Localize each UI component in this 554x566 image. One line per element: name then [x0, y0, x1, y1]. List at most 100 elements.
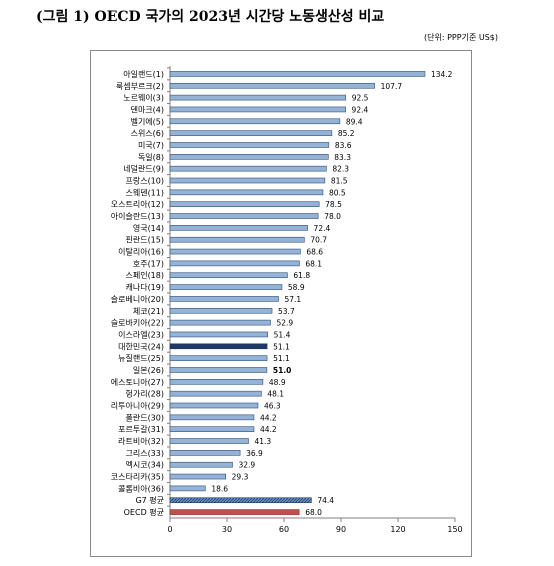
category-label: 콜롬비아(36): [118, 483, 164, 493]
value-label: 61.8: [293, 271, 310, 280]
x-tick-label: 90: [336, 525, 346, 534]
category-label: G7 평균: [135, 495, 164, 505]
x-tick-label: 30: [222, 525, 232, 534]
bar: [169, 497, 312, 504]
value-label: 107.7: [381, 82, 403, 91]
category-label: 미국(7): [138, 141, 164, 150]
value-label: 44.2: [260, 425, 277, 434]
value-label: 58.9: [288, 283, 305, 292]
value-label: 51.1: [273, 342, 290, 351]
value-label: 32.9: [239, 461, 256, 470]
category-label: 체코(21): [133, 306, 164, 316]
category-label: 벨기에(5): [131, 116, 164, 126]
category-label: 캐나다(19): [125, 283, 164, 292]
bar: [169, 390, 262, 397]
value-label: 48.9: [269, 378, 286, 387]
category-label: 프랑스(10): [125, 176, 164, 186]
value-label: 68.0: [305, 508, 322, 517]
bar: [169, 331, 268, 338]
value-label: 18.6: [211, 484, 228, 493]
value-label: 51.0: [273, 366, 292, 375]
bar: [169, 307, 273, 314]
category-label: 슬로베니아(20): [111, 294, 164, 304]
category-label: 코스타리카(35): [111, 473, 164, 482]
category-label: 대한민국(24): [118, 341, 164, 351]
value-label: 85.2: [338, 129, 355, 138]
value-label: 74.4: [317, 496, 334, 505]
x-tick-label: 60: [279, 525, 289, 534]
x-tick-label: 120: [390, 525, 405, 534]
value-label: 52.9: [277, 319, 294, 328]
value-label: 29.3: [232, 473, 249, 482]
value-label: 82.3: [332, 165, 349, 174]
bar: [169, 461, 233, 468]
category-label: 네덜란드(9): [123, 164, 164, 174]
bar: [169, 177, 326, 184]
bar: [169, 485, 206, 492]
value-label: 48.1: [267, 390, 284, 399]
category-label: 헝가리(28): [125, 390, 164, 399]
bar: [169, 473, 226, 480]
bar: [169, 272, 288, 279]
category-label: 룩셈부르크(2): [116, 82, 164, 91]
bar: [169, 94, 347, 101]
bar: [169, 367, 268, 373]
x-tick-label: 150: [447, 525, 462, 534]
value-label: 46.3: [264, 402, 281, 411]
category-label: 스위스(6): [131, 129, 164, 138]
value-label: 51.4: [274, 330, 291, 339]
bar: [169, 355, 268, 361]
bar: [169, 296, 279, 302]
bar: [169, 225, 308, 231]
bar: [169, 201, 320, 207]
category-label: 오스트리아(12): [111, 199, 164, 209]
value-label: 83.3: [334, 153, 351, 162]
bar: [169, 189, 324, 196]
value-label: 68.1: [305, 259, 322, 268]
value-label: 92.4: [352, 105, 369, 114]
category-label: 일본(26): [133, 366, 164, 375]
bar: [169, 509, 300, 515]
bar: [169, 379, 264, 385]
category-label: 멕시코(34): [125, 460, 164, 470]
category-label: 스웨덴(11): [125, 187, 164, 197]
category-label: 아일랜드(1): [123, 69, 164, 79]
category-label: 스페인(18): [125, 270, 164, 280]
bar: [169, 402, 259, 409]
bar: [169, 213, 319, 219]
value-label: 68.6: [306, 248, 323, 257]
category-label: 슬로바키아(22): [111, 318, 164, 328]
category-label: 포르투갈(31): [118, 425, 164, 434]
value-label: 44.2: [260, 413, 277, 422]
category-label: 이스라엘(23): [118, 329, 164, 339]
bar: [169, 118, 341, 125]
category-label: 이탈리아(16): [118, 247, 164, 257]
category-label: 그리스(33): [125, 449, 164, 458]
value-label: 72.4: [314, 224, 331, 233]
bar: [169, 426, 255, 432]
value-label: 83.6: [335, 141, 352, 150]
category-label: 독일(8): [138, 153, 164, 162]
bar: [169, 319, 271, 326]
category-label: 노르웨이(3): [123, 93, 164, 103]
category-label: 리투아니아(29): [111, 401, 164, 411]
value-label: 53.7: [278, 307, 295, 316]
bar: [169, 106, 346, 113]
value-label: 41.3: [254, 437, 271, 446]
category-label: 뉴질랜드(25): [118, 353, 164, 363]
value-label: 57.1: [284, 295, 301, 304]
category-label: 에스토니아(27): [111, 377, 164, 387]
category-label: 아이슬란드(13): [111, 211, 164, 221]
bar: [169, 130, 333, 136]
bar: [169, 154, 329, 160]
bar: [169, 260, 300, 267]
bar: [169, 414, 255, 421]
bar: [169, 71, 426, 77]
value-label: 89.4: [346, 117, 363, 126]
category-label: 라트비아(32): [118, 436, 164, 446]
bar: [169, 284, 283, 290]
value-label: 81.5: [331, 177, 348, 186]
bar: [169, 142, 330, 148]
value-label: 80.5: [329, 188, 346, 197]
